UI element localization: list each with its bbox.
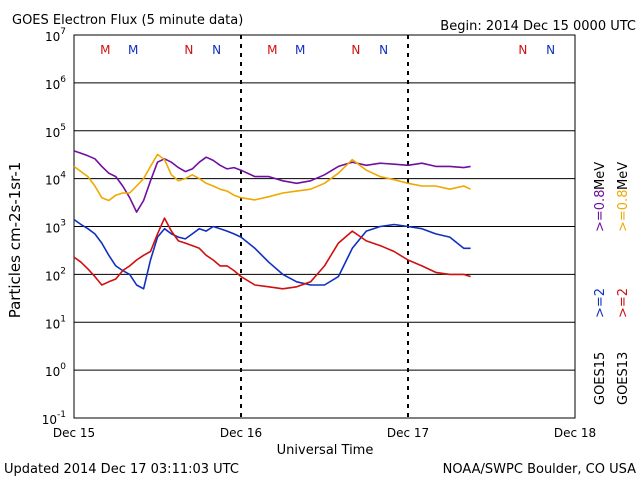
series-line-2 <box>73 218 471 290</box>
y-tick-label: 10-1 <box>42 410 66 427</box>
y-tick-label: 103 <box>45 219 66 236</box>
y-tick-label: 104 <box>45 171 66 188</box>
location-marker: M <box>267 43 277 57</box>
series-line-0 <box>73 150 471 213</box>
legend-unit: MeV <box>616 162 631 190</box>
x-axis-label: Universal Time <box>277 443 374 458</box>
x-tick-label: Dec 17 <box>387 426 429 440</box>
begin-date-label: Begin: 2014 Dec 15 0000 UTC <box>440 19 636 34</box>
source-credit: NOAA/SWPC Boulder, CO USA <box>443 462 636 477</box>
legend-energy-high: >=2 <box>616 288 631 318</box>
x-tick-label: Dec 15 <box>53 426 95 440</box>
y-tick-label: 107 <box>45 27 66 44</box>
location-marker: N <box>518 43 527 57</box>
y-tick-label: 105 <box>45 123 66 140</box>
legend-satellite: GOES15 <box>593 352 608 405</box>
x-tick-label: Dec 18 <box>554 426 596 440</box>
y-axis-tick-labels: 107 106 105 104 103 102 101 100 10-1 <box>42 27 67 427</box>
location-marker: N <box>546 43 555 57</box>
series-line-1 <box>73 153 471 202</box>
location-marker: N <box>184 43 193 57</box>
location-marker: M <box>295 43 305 57</box>
location-marker: N <box>379 43 388 57</box>
y-tick-label: 106 <box>45 75 66 92</box>
y-axis-label: Particles cm-2s-1sr-1 <box>6 162 24 319</box>
location-marker: N <box>212 43 221 57</box>
legend-satellite: GOES13 <box>616 352 631 405</box>
y-gridlines <box>74 82 575 371</box>
chart-title: GOES Electron Flux (5 minute data) <box>12 13 243 28</box>
legend-energy-low: >=0.8 <box>616 190 631 232</box>
x-axis-tick-labels: Dec 15 Dec 16 Dec 17 Dec 18 <box>53 426 596 440</box>
location-marker: M <box>100 43 110 57</box>
y-tick-label: 100 <box>45 362 66 379</box>
y-tick-label: 101 <box>45 314 66 331</box>
location-marker: N <box>351 43 360 57</box>
y-tick-label: 102 <box>45 266 66 283</box>
series-lines <box>73 150 471 290</box>
legend-unit: MeV <box>593 162 608 190</box>
updated-timestamp: Updated 2014 Dec 17 03:11:03 UTC <box>4 462 239 477</box>
location-marker: M <box>128 43 138 57</box>
series-line-3 <box>73 217 471 290</box>
legend-energy-low: >=0.8 <box>593 190 608 232</box>
legend-energy-high: >=2 <box>593 288 608 318</box>
x-tick-label: Dec 16 <box>220 426 262 440</box>
